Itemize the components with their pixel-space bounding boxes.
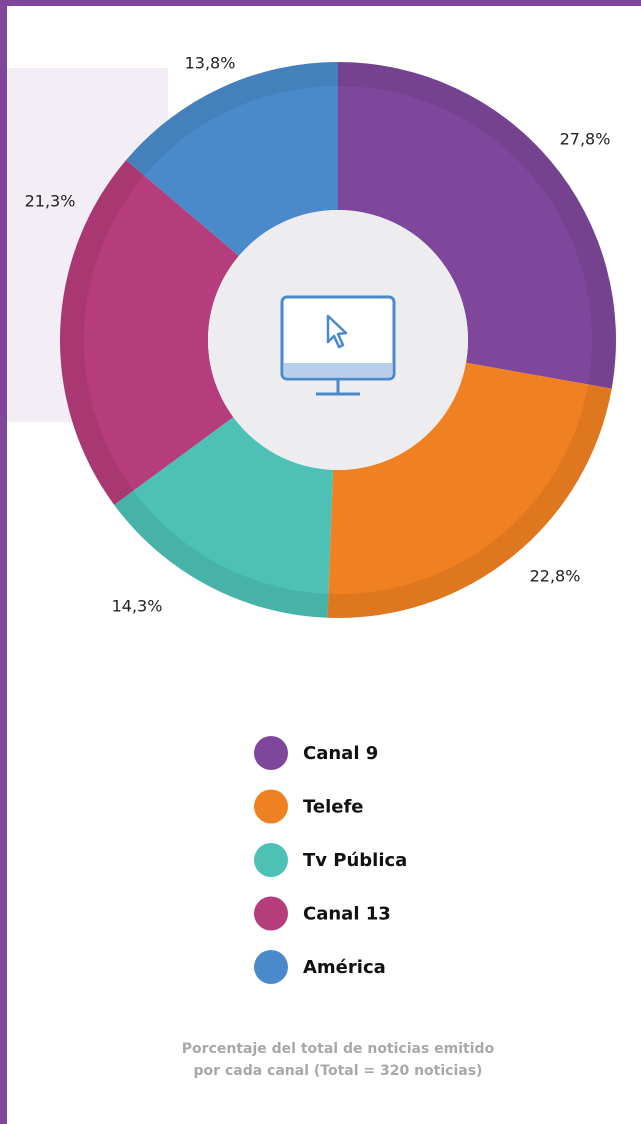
slice-label: 21,3% bbox=[25, 192, 76, 211]
frame-left bbox=[0, 0, 7, 1124]
outer-ring bbox=[60, 62, 616, 618]
legend-swatch bbox=[254, 950, 288, 984]
screen-bar bbox=[284, 363, 392, 377]
legend-swatch bbox=[254, 843, 288, 877]
legend-swatch bbox=[254, 789, 288, 824]
legend-label: Canal 13 bbox=[303, 904, 391, 925]
legend: Canal 9 Telefe Tv Pública Canal 13 América bbox=[254, 736, 407, 984]
slice bbox=[338, 62, 616, 389]
slice-label: 22,8% bbox=[530, 567, 581, 586]
donut bbox=[59, 62, 616, 619]
slice-label: 27,8% bbox=[560, 130, 611, 149]
slice bbox=[59, 160, 239, 505]
slice bbox=[114, 417, 334, 618]
legend-label: Tv Pública bbox=[303, 850, 407, 871]
caption: Porcentaje del total de noticias emitido… bbox=[181, 1041, 495, 1079]
monitor-icon bbox=[280, 295, 396, 396]
legend-label: América bbox=[303, 957, 386, 978]
legend-swatch bbox=[254, 736, 288, 770]
slice bbox=[126, 62, 338, 256]
legend-label: Canal 9 bbox=[303, 743, 378, 764]
legend-swatch bbox=[254, 896, 288, 931]
legend-label: Telefe bbox=[303, 797, 364, 818]
frame-top bbox=[0, 0, 641, 6]
slice bbox=[327, 362, 612, 619]
slice-label: 13,8% bbox=[185, 54, 236, 73]
cursor bbox=[326, 314, 348, 349]
slice-label: 14,3% bbox=[112, 597, 163, 616]
